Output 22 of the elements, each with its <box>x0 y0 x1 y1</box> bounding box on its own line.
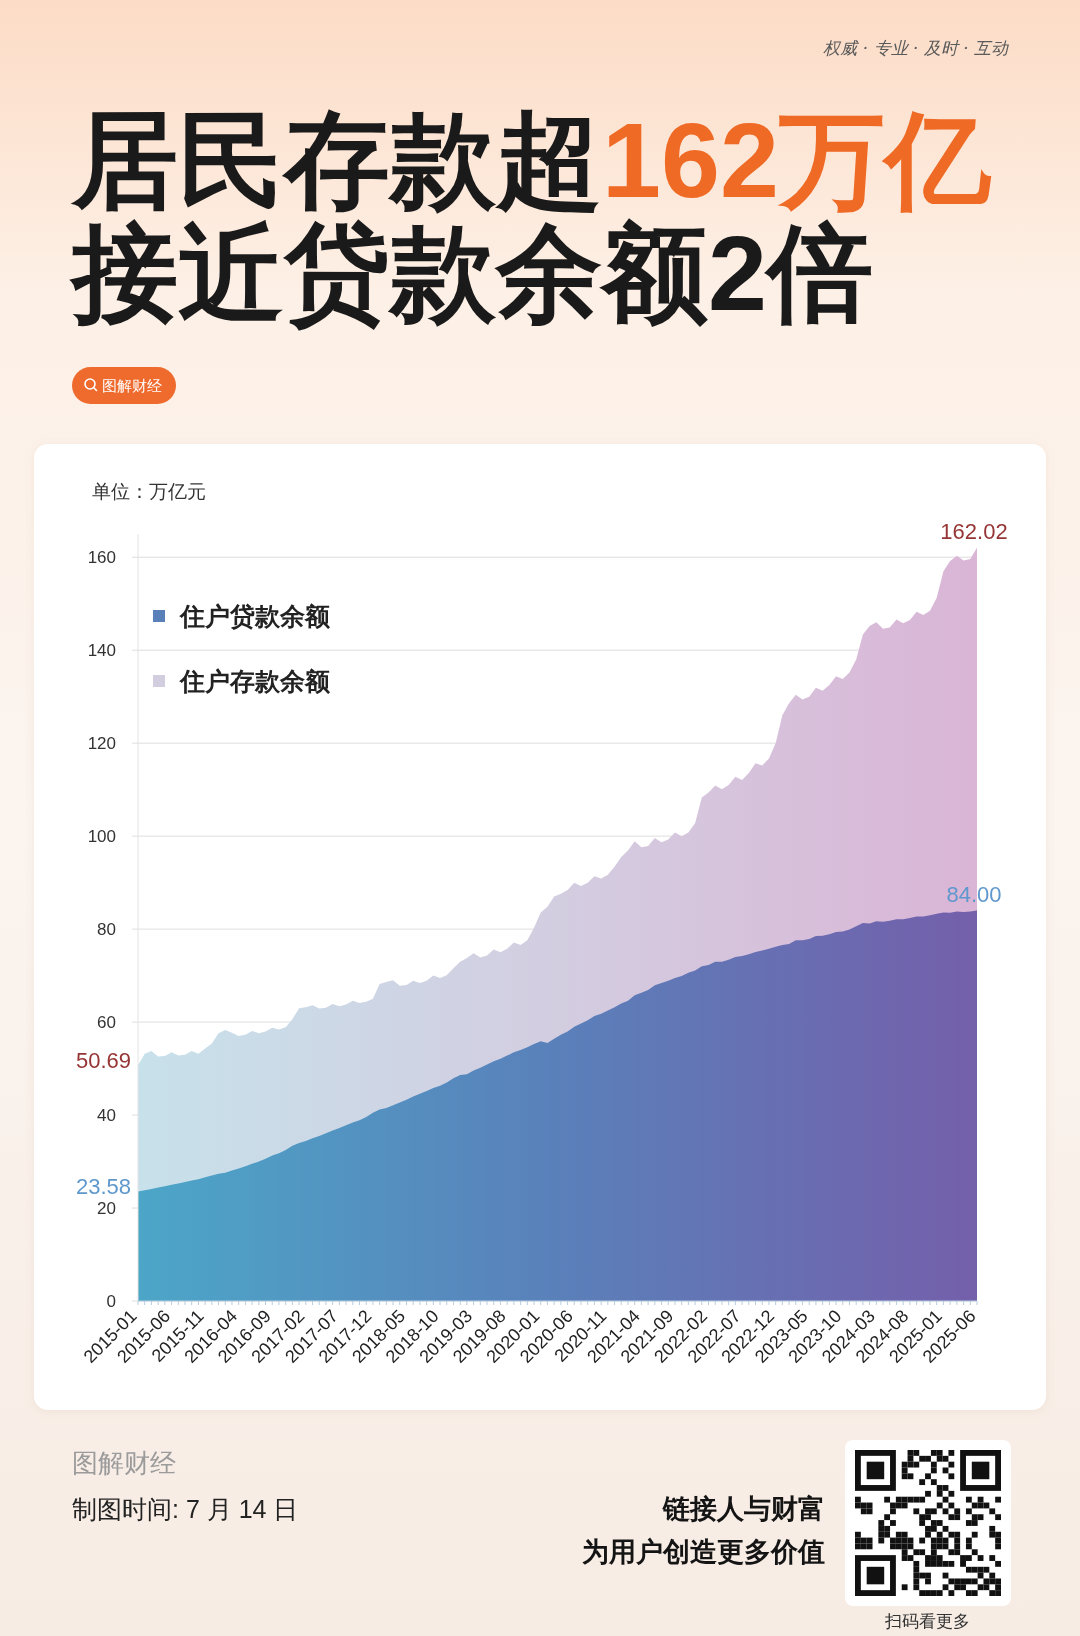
text: 链接人与财富 <box>662 1494 825 1524</box>
text: 为用户创造更多价值 <box>582 1537 825 1567</box>
legend-label: 住户贷款余额 <box>179 602 331 630</box>
data-label: 162.02 <box>940 518 1008 544</box>
y-tick-label: 100 <box>87 826 116 846</box>
y-axis-title: 单位：万亿元 <box>92 481 206 502</box>
y-tick-label: 80 <box>97 919 116 939</box>
text: 图解财经 <box>72 1448 176 1478</box>
y-tick-label: 140 <box>87 640 116 660</box>
data-label: 23.58 <box>75 1173 131 1199</box>
y-tick-label: 120 <box>87 733 116 753</box>
text: 制图时间: 7 月 14 日 <box>72 1495 299 1523</box>
y-tick-label: 60 <box>97 1012 116 1032</box>
y-tick-label: 160 <box>87 547 116 567</box>
data-label: 50.69 <box>75 1047 131 1073</box>
y-tick-label: 20 <box>97 1198 116 1218</box>
text: 扫码看更多 <box>883 1612 970 1631</box>
y-tick-label: 40 <box>97 1105 116 1125</box>
legend-label: 住户存款余额 <box>179 667 331 695</box>
text: 权威 · 专业 · 及时 · 互动 <box>823 38 1009 58</box>
y-tick-label: 0 <box>106 1291 116 1311</box>
text: 图解财经 <box>102 377 162 394</box>
